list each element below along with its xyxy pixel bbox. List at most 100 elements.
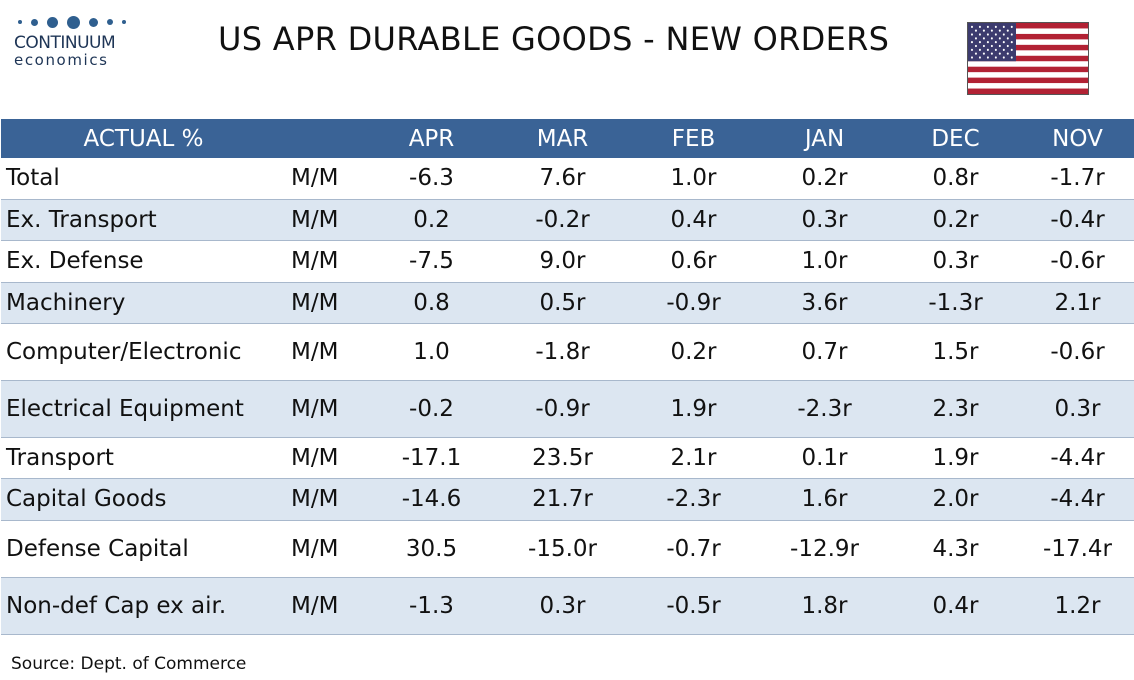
table-row: Electrical Equipment M/M -0.2 -0.9r 1.9r -2.3… bbox=[1, 380, 1134, 438]
value-cell: -0.9r bbox=[628, 282, 759, 324]
value-cell: -0.2r bbox=[497, 199, 628, 241]
value-cell: -1.7r bbox=[1021, 158, 1134, 200]
value-cell: -6.3 bbox=[366, 158, 497, 200]
value-cell: -2.3r bbox=[628, 478, 759, 521]
row-label: Ex. Transport bbox=[1, 199, 286, 241]
row-unit: M/M bbox=[286, 240, 366, 283]
row-unit: M/M bbox=[286, 437, 366, 479]
header-col-nov: NOV bbox=[1021, 119, 1134, 158]
row-unit: M/M bbox=[286, 158, 366, 200]
header-col-feb: FEB bbox=[628, 119, 759, 158]
value-cell: 1.5r bbox=[890, 323, 1021, 381]
value-cell: -15.0r bbox=[497, 520, 628, 578]
value-cell: 2.3r bbox=[890, 380, 1021, 438]
value-cell: 1.9r bbox=[890, 437, 1021, 479]
value-cell: 0.2r bbox=[759, 158, 890, 200]
value-cell: 1.8r bbox=[759, 577, 890, 635]
value-cell: 9.0r bbox=[497, 240, 628, 283]
value-cell: 3.6r bbox=[759, 282, 890, 324]
table-row: Machinery M/M 0.8 0.5r -0.9r 3.6r -1.3r 2.1r bbox=[1, 282, 1134, 324]
logo: CONTINUUM economics bbox=[14, 14, 134, 69]
value-cell: 2.1r bbox=[628, 437, 759, 479]
value-cell: -4.4r bbox=[1021, 437, 1134, 479]
value-cell: -14.6 bbox=[366, 478, 497, 521]
value-cell: 0.3r bbox=[1021, 380, 1134, 438]
logo-brand: CONTINUUM bbox=[14, 33, 116, 53]
value-cell: -0.5r bbox=[628, 577, 759, 635]
value-cell: 1.9r bbox=[628, 380, 759, 438]
header-unit bbox=[286, 119, 366, 158]
table-row: Transport M/M -17.1 23.5r 2.1r 0.1r 1.9r -4.4r bbox=[1, 437, 1134, 479]
row-unit: M/M bbox=[286, 199, 366, 241]
value-cell: -17.1 bbox=[366, 437, 497, 479]
value-cell: 4.3r bbox=[890, 520, 1021, 578]
value-cell: 23.5r bbox=[497, 437, 628, 479]
row-label: Capital Goods bbox=[1, 478, 286, 521]
table-header-row: ACTUAL % APR MAR FEB JAN DEC NOV bbox=[1, 119, 1134, 158]
value-cell: 0.1r bbox=[759, 437, 890, 479]
value-cell: 0.5r bbox=[497, 282, 628, 324]
value-cell: -0.6r bbox=[1021, 323, 1134, 381]
value-cell: 1.2r bbox=[1021, 577, 1134, 635]
value-cell: 1.0r bbox=[628, 158, 759, 200]
header-col-dec: DEC bbox=[890, 119, 1021, 158]
data-table: ACTUAL % APR MAR FEB JAN DEC NOV Total M/… bbox=[1, 119, 1134, 635]
value-cell: -0.7r bbox=[628, 520, 759, 578]
value-cell: 2.1r bbox=[1021, 282, 1134, 324]
row-unit: M/M bbox=[286, 323, 366, 381]
logo-dots bbox=[14, 14, 134, 30]
row-unit: M/M bbox=[286, 577, 366, 635]
value-cell: 1.0 bbox=[366, 323, 497, 381]
header-col-apr: APR bbox=[366, 119, 497, 158]
value-cell: 0.4r bbox=[890, 577, 1021, 635]
table-row: Capital Goods M/M -14.6 21.7r -2.3r 1.6r 2.0r -… bbox=[1, 478, 1134, 521]
row-label: Transport bbox=[1, 437, 286, 479]
value-cell: 2.0r bbox=[890, 478, 1021, 521]
value-cell: 30.5 bbox=[366, 520, 497, 578]
row-label: Ex. Defense bbox=[1, 240, 286, 283]
value-cell: 0.8 bbox=[366, 282, 497, 324]
row-unit: M/M bbox=[286, 520, 366, 578]
value-cell: 0.3r bbox=[759, 199, 890, 241]
table-row: Total M/M -6.3 7.6r 1.0r 0.2r 0.8r -1.7r bbox=[1, 158, 1134, 200]
us-flag-icon bbox=[967, 22, 1089, 95]
row-unit: M/M bbox=[286, 282, 366, 324]
value-cell: 1.6r bbox=[759, 478, 890, 521]
value-cell: -4.4r bbox=[1021, 478, 1134, 521]
value-cell: 1.0r bbox=[759, 240, 890, 283]
row-label: Electrical Equipment bbox=[1, 380, 286, 438]
value-cell: -17.4r bbox=[1021, 520, 1134, 578]
header-label: ACTUAL % bbox=[1, 119, 286, 158]
row-label: Computer/Electronic bbox=[1, 323, 286, 381]
value-cell: 0.4r bbox=[628, 199, 759, 241]
value-cell: 0.3r bbox=[497, 577, 628, 635]
row-label: Non-def Cap ex air. bbox=[1, 577, 286, 635]
row-label: Defense Capital bbox=[1, 520, 286, 578]
table-row: Computer/Electronic M/M 1.0 -1.8r 0.2r 0.7r 1.… bbox=[1, 323, 1134, 381]
source-note: Source: Dept. of Commerce bbox=[11, 654, 247, 674]
value-cell: 0.6r bbox=[628, 240, 759, 283]
table-row: Defense Capital M/M 30.5 -15.0r -0.7r -12.9r 4… bbox=[1, 520, 1134, 578]
value-cell: -1.3 bbox=[366, 577, 497, 635]
table-row: Non-def Cap ex air. M/M -1.3 0.3r -0.5r 1.8r 0… bbox=[1, 577, 1134, 635]
value-cell: -7.5 bbox=[366, 240, 497, 283]
page-title: US APR DURABLE GOODS - NEW ORDERS bbox=[218, 20, 890, 58]
value-cell: -0.6r bbox=[1021, 240, 1134, 283]
value-cell: -2.3r bbox=[759, 380, 890, 438]
header-col-mar: MAR bbox=[497, 119, 628, 158]
value-cell: 7.6r bbox=[497, 158, 628, 200]
value-cell: 0.3r bbox=[890, 240, 1021, 283]
logo-subtitle: economics bbox=[14, 51, 109, 69]
header-col-jan: JAN bbox=[759, 119, 890, 158]
value-cell: 0.2 bbox=[366, 199, 497, 241]
value-cell: 0.2r bbox=[890, 199, 1021, 241]
value-cell: -0.9r bbox=[497, 380, 628, 438]
row-label: Machinery bbox=[1, 282, 286, 324]
row-unit: M/M bbox=[286, 380, 366, 438]
row-unit: M/M bbox=[286, 478, 366, 521]
value-cell: -0.2 bbox=[366, 380, 497, 438]
table-row: Ex. Transport M/M 0.2 -0.2r 0.4r 0.3r 0.2r -0.4… bbox=[1, 199, 1134, 241]
value-cell: 0.7r bbox=[759, 323, 890, 381]
value-cell: 0.8r bbox=[890, 158, 1021, 200]
value-cell: -1.8r bbox=[497, 323, 628, 381]
